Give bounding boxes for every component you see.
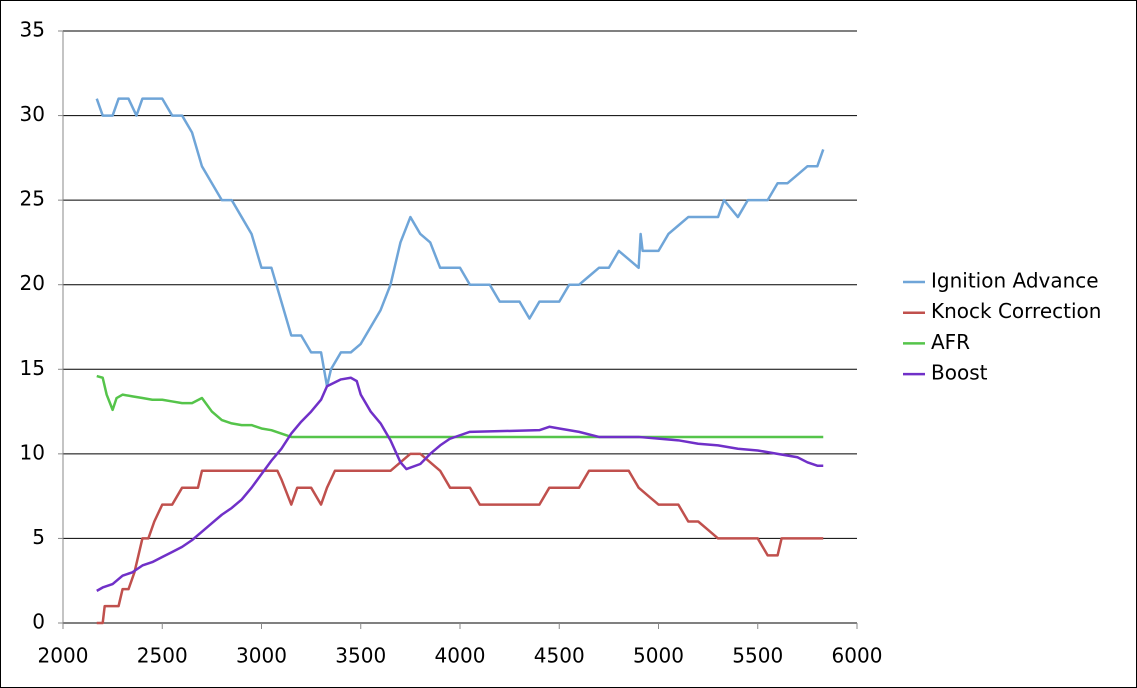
x-tick-label: 3500 <box>335 644 386 668</box>
legend: Ignition Advance Knock Correction AFR Boost <box>903 269 1101 385</box>
x-tick-label: 2500 <box>137 644 188 668</box>
series-line <box>95 97 825 388</box>
x-tick-label: 6000 <box>832 644 883 668</box>
plot-lines <box>95 97 825 625</box>
x-tick-label: 4500 <box>534 644 585 668</box>
legend-label: Ignition Advance <box>931 269 1099 293</box>
legend-label: AFR <box>931 330 970 354</box>
y-tick-label: 30 <box>20 102 45 126</box>
x-tick-label: 5000 <box>633 644 684 668</box>
tick-labels: 0 5 10 15 20 25 30 35 2000 2500 3000 3500 4000 4500 50… <box>20 18 883 668</box>
series-line <box>96 376 824 592</box>
y-tick-label: 25 <box>20 187 45 211</box>
grid <box>58 30 858 629</box>
legend-label: Knock Correction <box>931 299 1101 323</box>
series-line <box>96 452 824 625</box>
y-tick-label: 15 <box>20 356 45 380</box>
y-tick-label: 0 <box>32 610 45 634</box>
x-tick-label: 3000 <box>236 644 287 668</box>
y-tick-label: 35 <box>20 18 45 42</box>
x-tick-label: 2000 <box>38 644 89 668</box>
series-line <box>96 374 824 439</box>
y-tick-label: 20 <box>20 271 45 295</box>
x-tick-label: 4000 <box>435 644 486 668</box>
legend-label: Boost <box>931 361 988 385</box>
y-tick-label: 10 <box>20 440 45 464</box>
x-tick-label: 5500 <box>732 644 783 668</box>
y-tick-label: 5 <box>32 525 45 549</box>
